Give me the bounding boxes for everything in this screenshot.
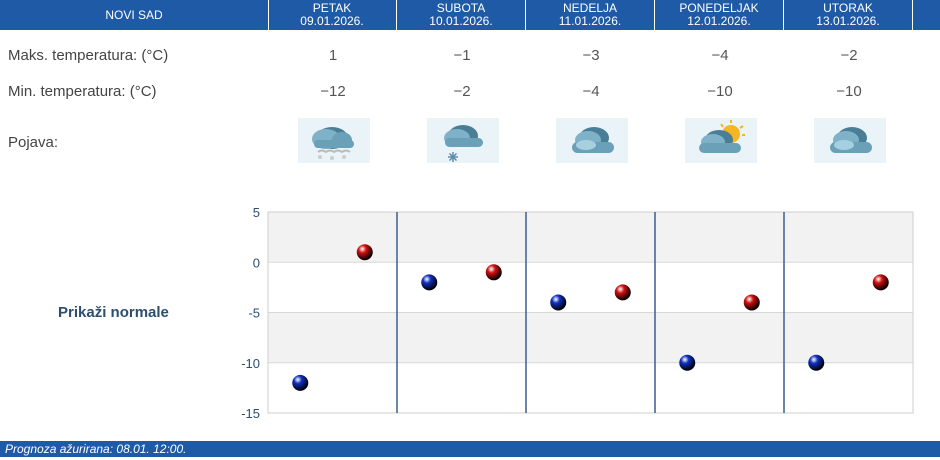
day-date: 09.01.2026. <box>300 14 364 28</box>
sun-cloud-icon <box>685 118 757 163</box>
cloud-snowflake-icon <box>427 118 499 163</box>
cloud-snow-icon <box>298 118 370 163</box>
min-temp-value: −2 <box>453 83 471 100</box>
plot-border <box>267 211 914 414</box>
cloud-icon <box>814 118 886 163</box>
city-name: NOVI SAD <box>0 0 269 30</box>
min-temp-point <box>808 354 825 371</box>
grid-band <box>268 262 913 313</box>
max-temp-value: −4 <box>711 47 729 64</box>
day-name: NEDELJA <box>562 1 618 15</box>
day-name: PETAK <box>312 1 352 15</box>
day-date: 10.01.2026. <box>429 14 493 28</box>
max-temp-label: Maks. temperatura: (°C) <box>8 47 169 64</box>
max-temp-point <box>743 294 760 311</box>
day-date: 11.01.2026. <box>558 14 622 28</box>
footer-bar: Prognoza ažurirana: 08.01. 12:00. <box>0 441 940 457</box>
y-tick-label: 5 <box>253 205 260 220</box>
min-temp-value: −10 <box>836 83 862 100</box>
phenomenon-label: Pojava: <box>8 134 59 151</box>
day-name: SUBOTA <box>436 1 486 15</box>
day-header-1: PETAK 09.01.2026. <box>268 0 397 30</box>
max-temp-point <box>614 284 631 301</box>
day-date: 13.01.2026. <box>816 14 880 28</box>
min-temp-value: −12 <box>320 83 346 100</box>
day-header-5: UTORAK 13.01.2026. <box>784 0 913 30</box>
min-temp-point <box>679 354 696 371</box>
max-temp-point <box>872 274 889 291</box>
day-date: 12.01.2026. <box>687 14 751 28</box>
max-temp-point <box>485 264 502 281</box>
min-temp-label: Min. temperatura: (°C) <box>8 83 157 100</box>
min-temp-value: −10 <box>707 83 733 100</box>
min-temp-point <box>421 274 438 291</box>
forecast-header: NOVI SAD PETAK 09.01.2026. SUBOTA 10.01.… <box>0 0 940 30</box>
min-temp-point <box>550 294 567 311</box>
day-header-4: PONEDELJAK 12.01.2026. <box>655 0 784 30</box>
day-header-3: NEDELJA 11.01.2026. <box>526 0 655 30</box>
temperature-chart: 5 0 -5 -10 -15 <box>241 205 914 421</box>
cloud-icon <box>556 118 628 163</box>
y-tick-label: -10 <box>241 356 260 371</box>
max-temp-point <box>356 244 373 261</box>
day-name: PONEDELJAK <box>679 1 759 15</box>
grid-band <box>268 312 913 363</box>
grid-band <box>268 212 913 263</box>
max-temp-value: −2 <box>840 47 858 64</box>
min-temp-point <box>292 374 309 391</box>
grid-band <box>268 362 913 413</box>
day-name: UTORAK <box>823 1 873 15</box>
y-tick-label: -15 <box>241 406 260 421</box>
min-temp-value: −4 <box>582 83 600 100</box>
show-normals-button[interactable]: Prikaži normale <box>58 304 169 321</box>
y-tick-label: 0 <box>253 255 260 270</box>
forecast-updated-text: Prognoza ažurirana: 08.01. 12:00. <box>5 442 187 456</box>
max-temp-value: 1 <box>328 47 338 64</box>
max-temp-value: −3 <box>582 47 600 64</box>
max-temp-value: −1 <box>453 47 471 64</box>
y-tick-label: -5 <box>248 306 260 321</box>
day-header-2: SUBOTA 10.01.2026. <box>397 0 526 30</box>
